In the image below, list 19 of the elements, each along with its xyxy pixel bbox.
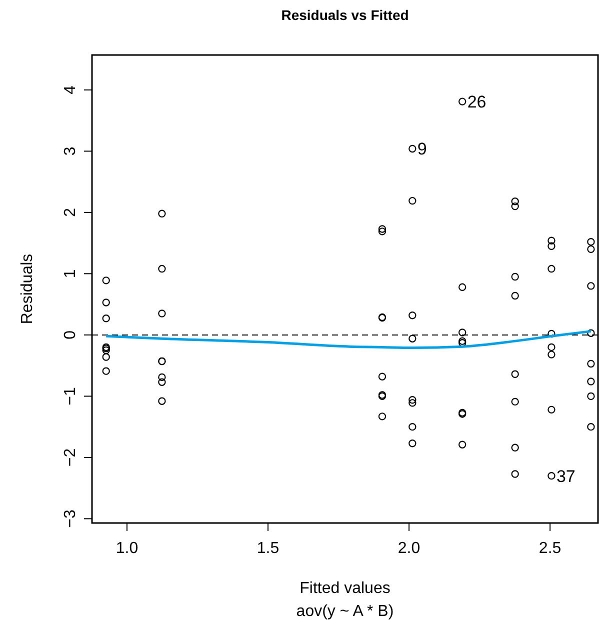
- annotation: 37: [556, 466, 576, 486]
- y-tick-label: −2: [62, 448, 79, 467]
- y-tick-label: 0: [62, 330, 79, 340]
- x-tick-label: 1.5: [256, 540, 280, 557]
- y-tick-label: 4: [62, 85, 79, 94]
- chart-title: Residuals vs Fitted: [281, 7, 409, 23]
- x-tick-label: 2.0: [398, 540, 420, 557]
- annotation: 26: [467, 92, 486, 112]
- x-axis-title: Fitted values: [300, 580, 390, 597]
- y-tick-label: 1: [62, 269, 79, 278]
- text: aov(y ~ A * B): [296, 603, 394, 620]
- y-tick-label: −3: [62, 509, 79, 528]
- y-tick-label: 2: [62, 208, 79, 217]
- x-tick-label: 2.5: [538, 540, 562, 557]
- x-tick-label: 1.0: [116, 540, 138, 557]
- y-axis-title: Residuals: [19, 254, 36, 324]
- y-tick-label: 3: [62, 146, 79, 156]
- annotation: 9: [417, 140, 427, 159]
- y-tick-label: −1: [62, 386, 79, 406]
